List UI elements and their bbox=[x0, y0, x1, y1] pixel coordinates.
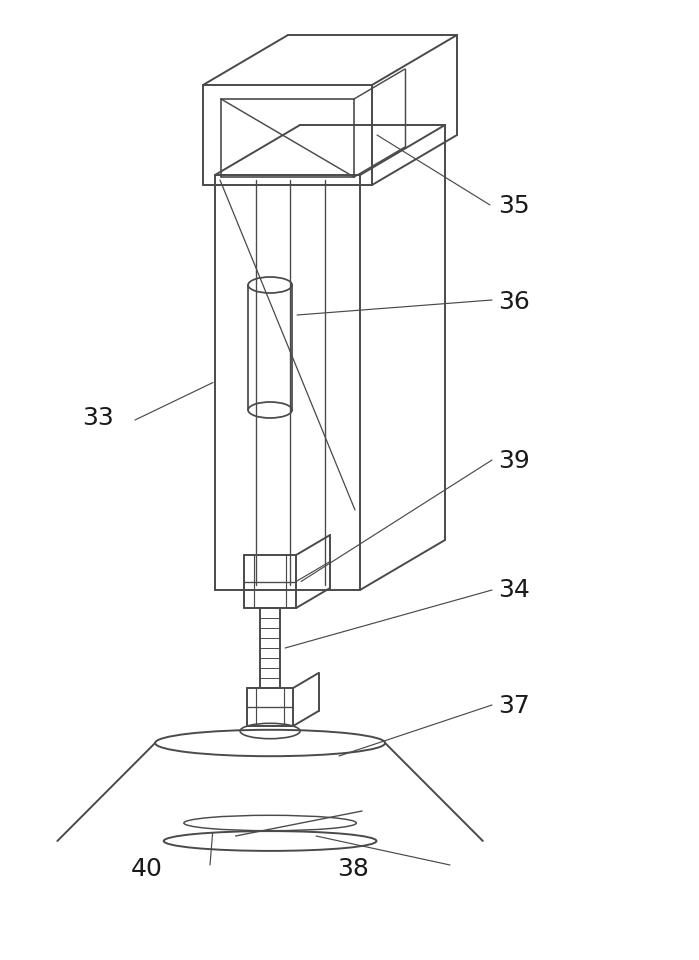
Text: 37: 37 bbox=[498, 693, 530, 718]
Text: 34: 34 bbox=[498, 578, 530, 603]
Text: 35: 35 bbox=[498, 194, 530, 219]
Text: 38: 38 bbox=[337, 857, 369, 881]
Text: 39: 39 bbox=[498, 448, 530, 472]
Text: 40: 40 bbox=[131, 857, 163, 881]
Text: 36: 36 bbox=[498, 290, 530, 315]
Text: 33: 33 bbox=[82, 405, 114, 430]
